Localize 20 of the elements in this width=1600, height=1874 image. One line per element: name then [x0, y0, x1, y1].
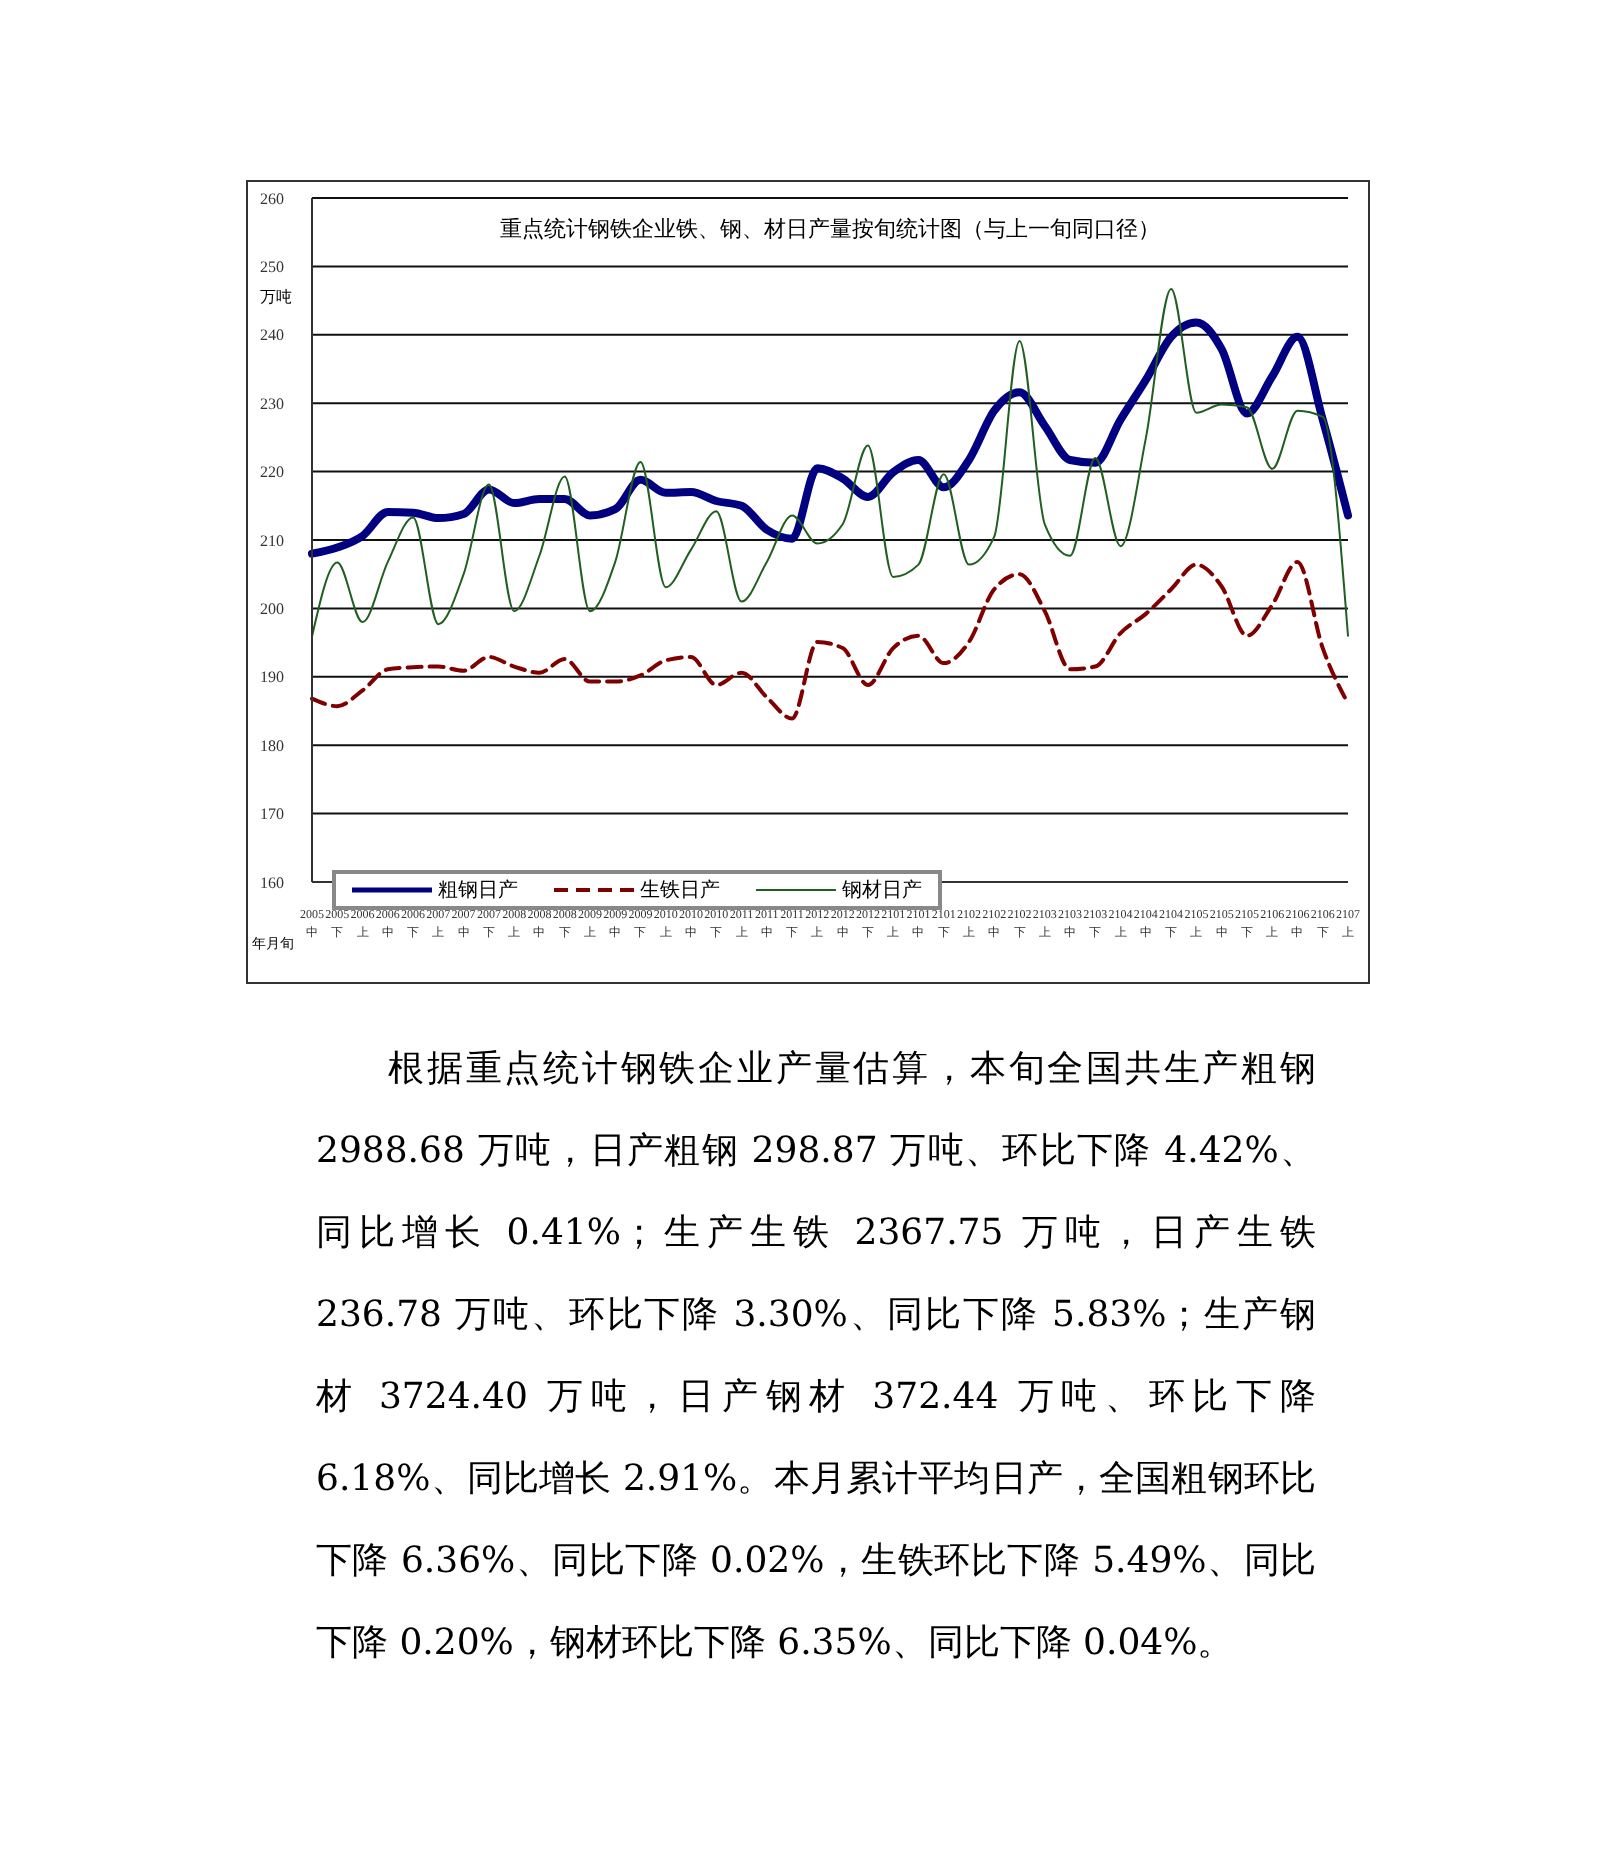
- y-tick-label: 260: [260, 189, 284, 208]
- y-tick-label: 200: [260, 600, 284, 619]
- y-tick-label: 170: [260, 805, 284, 824]
- y-tick-label: 250: [260, 258, 284, 277]
- y-tick-label: 220: [260, 463, 284, 482]
- text: 根据重点统计钢铁企业产量估算，本旬全国共生产粗钢 2988.68 万吨，日产粗钢 298.87 万吨、环比下降 4.42%、同比增长 0.41%；生产生铁 2367.75 万吨，日产生铁 236.78 万吨、环比下降 3.30%、同比下降 5.83%；生产钢材 3724.40 万吨，日产钢材 372.44 万吨、环比下降 6.18%、同比增长 2.91%。本月累计平均日产，全国粗钢环比下降 6.36%、同比下降 0.02%，生铁环比下降 5.49%、同比下降 0.20%，钢材环比下降 6.35%、同比下降 0.04%。: [316, 1046, 1316, 1668]
- text: 重点统计钢铁企业铁、钢、材日产量按旬统计图（与上一旬同口径）: [498, 215, 1162, 244]
- y-tick-label: 160: [260, 873, 284, 892]
- y-axis-title: 万吨: [260, 286, 292, 308]
- line-series: [311, 287, 1349, 638]
- legend-label: 钢材日产: [842, 877, 922, 904]
- line-series: [310, 559, 1350, 721]
- legend-label: 粗钢日产: [438, 877, 518, 904]
- y-tick-label: 190: [260, 668, 284, 687]
- y-tick-label: 180: [260, 736, 284, 755]
- legend-label: 生铁日产: [640, 877, 720, 904]
- y-tick-label: 210: [260, 531, 284, 550]
- y-tick-label: 230: [260, 394, 284, 413]
- y-tick-label: 240: [260, 326, 284, 345]
- line-series: [308, 318, 1352, 558]
